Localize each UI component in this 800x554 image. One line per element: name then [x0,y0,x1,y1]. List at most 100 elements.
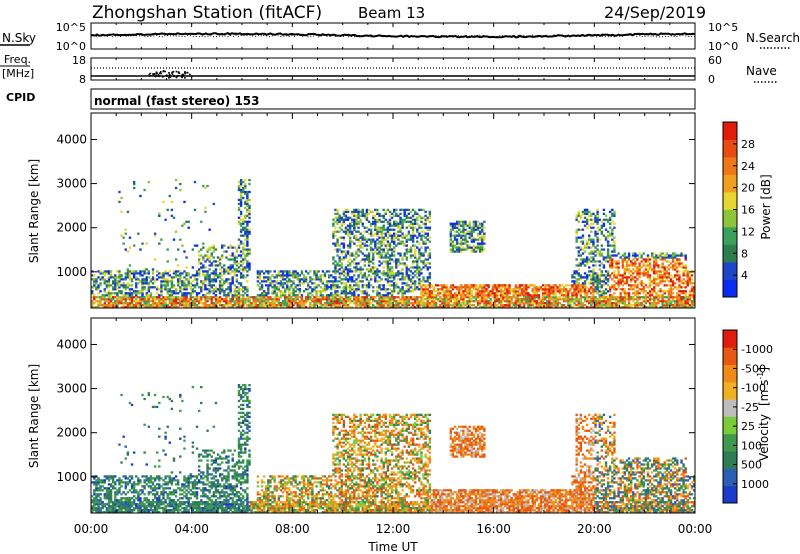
power-cell [407,224,411,227]
power-cell [275,286,278,289]
power-cell [638,292,641,295]
power-cell [137,278,140,281]
power-cell [393,224,396,227]
power-cell [653,300,656,303]
power-cell [344,252,348,255]
power-cell [168,302,171,305]
power-cell [214,274,218,277]
power-cell [237,238,241,241]
power-cell [447,302,450,305]
power-cell [453,238,457,241]
power-cell [355,208,358,212]
power-cell [653,306,656,309]
power-cell [367,286,371,289]
power-cell [562,290,566,293]
power-cell [145,278,148,281]
power-cell [367,304,371,307]
power-cell [170,296,174,299]
power-cell [208,246,211,249]
power-cell [623,266,627,269]
power-cell [107,300,111,303]
power-cell [455,288,459,291]
power-cell [623,270,627,273]
power-cell [594,276,597,279]
power-cell [369,228,373,231]
power-cell [302,300,306,303]
power-cell [451,222,455,225]
power-cell [523,292,526,295]
frequency-point [160,71,162,73]
power-cell [369,246,373,249]
power-cell [648,304,652,307]
power-cell [460,242,463,245]
power-cell [277,282,281,285]
power-cell [212,302,216,305]
power-cell [439,304,442,307]
power-cell [149,304,153,307]
power-cell [239,188,243,192]
power-cell [657,254,660,257]
power-cell [594,300,597,303]
power-cell [363,264,367,267]
power-cell [596,306,599,309]
power-cell [135,272,138,275]
power-cell [535,294,539,297]
power-cell [617,304,620,307]
power-cell [426,280,429,283]
power-cell [602,284,606,287]
power-cell [592,218,595,221]
power-cell [606,234,610,237]
power-cell [376,220,379,223]
power-cell [527,294,530,297]
power-cell [147,304,151,307]
power-cell [376,268,379,271]
power-cell [661,296,664,299]
power-cell [348,224,352,227]
power-cell [300,300,304,303]
power-cell [506,296,509,299]
power-cell [181,298,184,301]
power-cell [588,270,591,273]
power-cell [416,236,419,239]
power-cell [288,272,291,275]
power-cell [640,304,643,307]
power-cell [311,282,314,285]
power-cell [655,258,658,261]
power-cell [390,298,394,301]
power-cell [659,282,662,285]
power-cell [181,296,184,299]
power-cell [424,214,427,217]
power-cell [359,244,362,247]
power-cell [221,284,224,287]
power-cell [334,268,337,271]
power-cell [170,300,174,303]
power-cell [476,302,480,305]
power-cell [107,298,111,301]
power-cell [512,290,515,293]
power-cell [317,298,320,301]
power-cell [332,256,335,259]
power-cell [286,270,289,273]
power-cell [176,296,180,299]
power-cell [179,304,182,307]
power-cell [636,272,639,275]
power-cell [504,294,507,297]
power-cell [405,264,408,267]
power-cell [258,286,262,289]
power-cell [325,286,329,289]
power-cell [657,302,660,305]
power-cell [223,268,226,271]
power-cell [332,302,335,305]
power-cell [604,292,608,295]
power-cell [560,298,564,301]
power-cell [592,256,595,259]
power-cell [638,288,641,291]
power-cell [221,278,224,281]
power-cell [472,244,476,247]
power-cell [636,258,639,261]
power-cell [101,278,104,281]
power-cell [441,284,444,287]
power-cell [596,220,599,223]
power-cell [462,292,465,295]
power-cell [378,284,381,287]
